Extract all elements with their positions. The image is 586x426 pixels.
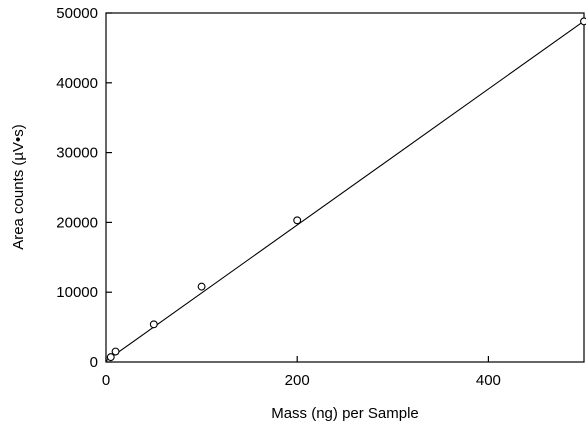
data-point — [293, 216, 302, 225]
x-tick-label: 400 — [476, 372, 501, 389]
y-tick-label: 40000 — [56, 75, 98, 92]
fit-line — [105, 20, 585, 362]
y-tick-label: 50000 — [56, 5, 98, 22]
y-tick-label: 10000 — [56, 284, 98, 301]
y-tick-label: 20000 — [56, 214, 98, 231]
data-point — [197, 282, 206, 291]
axis-ticks — [105, 12, 489, 363]
y-tick-label: 0 — [90, 354, 98, 371]
data-point — [106, 353, 115, 362]
x-axis-label: Mass (ng) per Sample — [271, 405, 419, 422]
y-tick-label: 30000 — [56, 145, 98, 162]
data-point — [111, 347, 120, 356]
y-axis-label: Area counts (µV•s) — [10, 124, 27, 250]
data-point — [580, 17, 586, 26]
tick-labels: 0 200 400 0 10000 20000 30000 40000 50000 — [56, 5, 501, 389]
plot-frame — [105, 12, 585, 363]
data-point — [149, 320, 158, 329]
data-points — [106, 17, 586, 362]
x-tick-label: 0 — [102, 372, 110, 389]
x-tick-label: 200 — [285, 372, 310, 389]
